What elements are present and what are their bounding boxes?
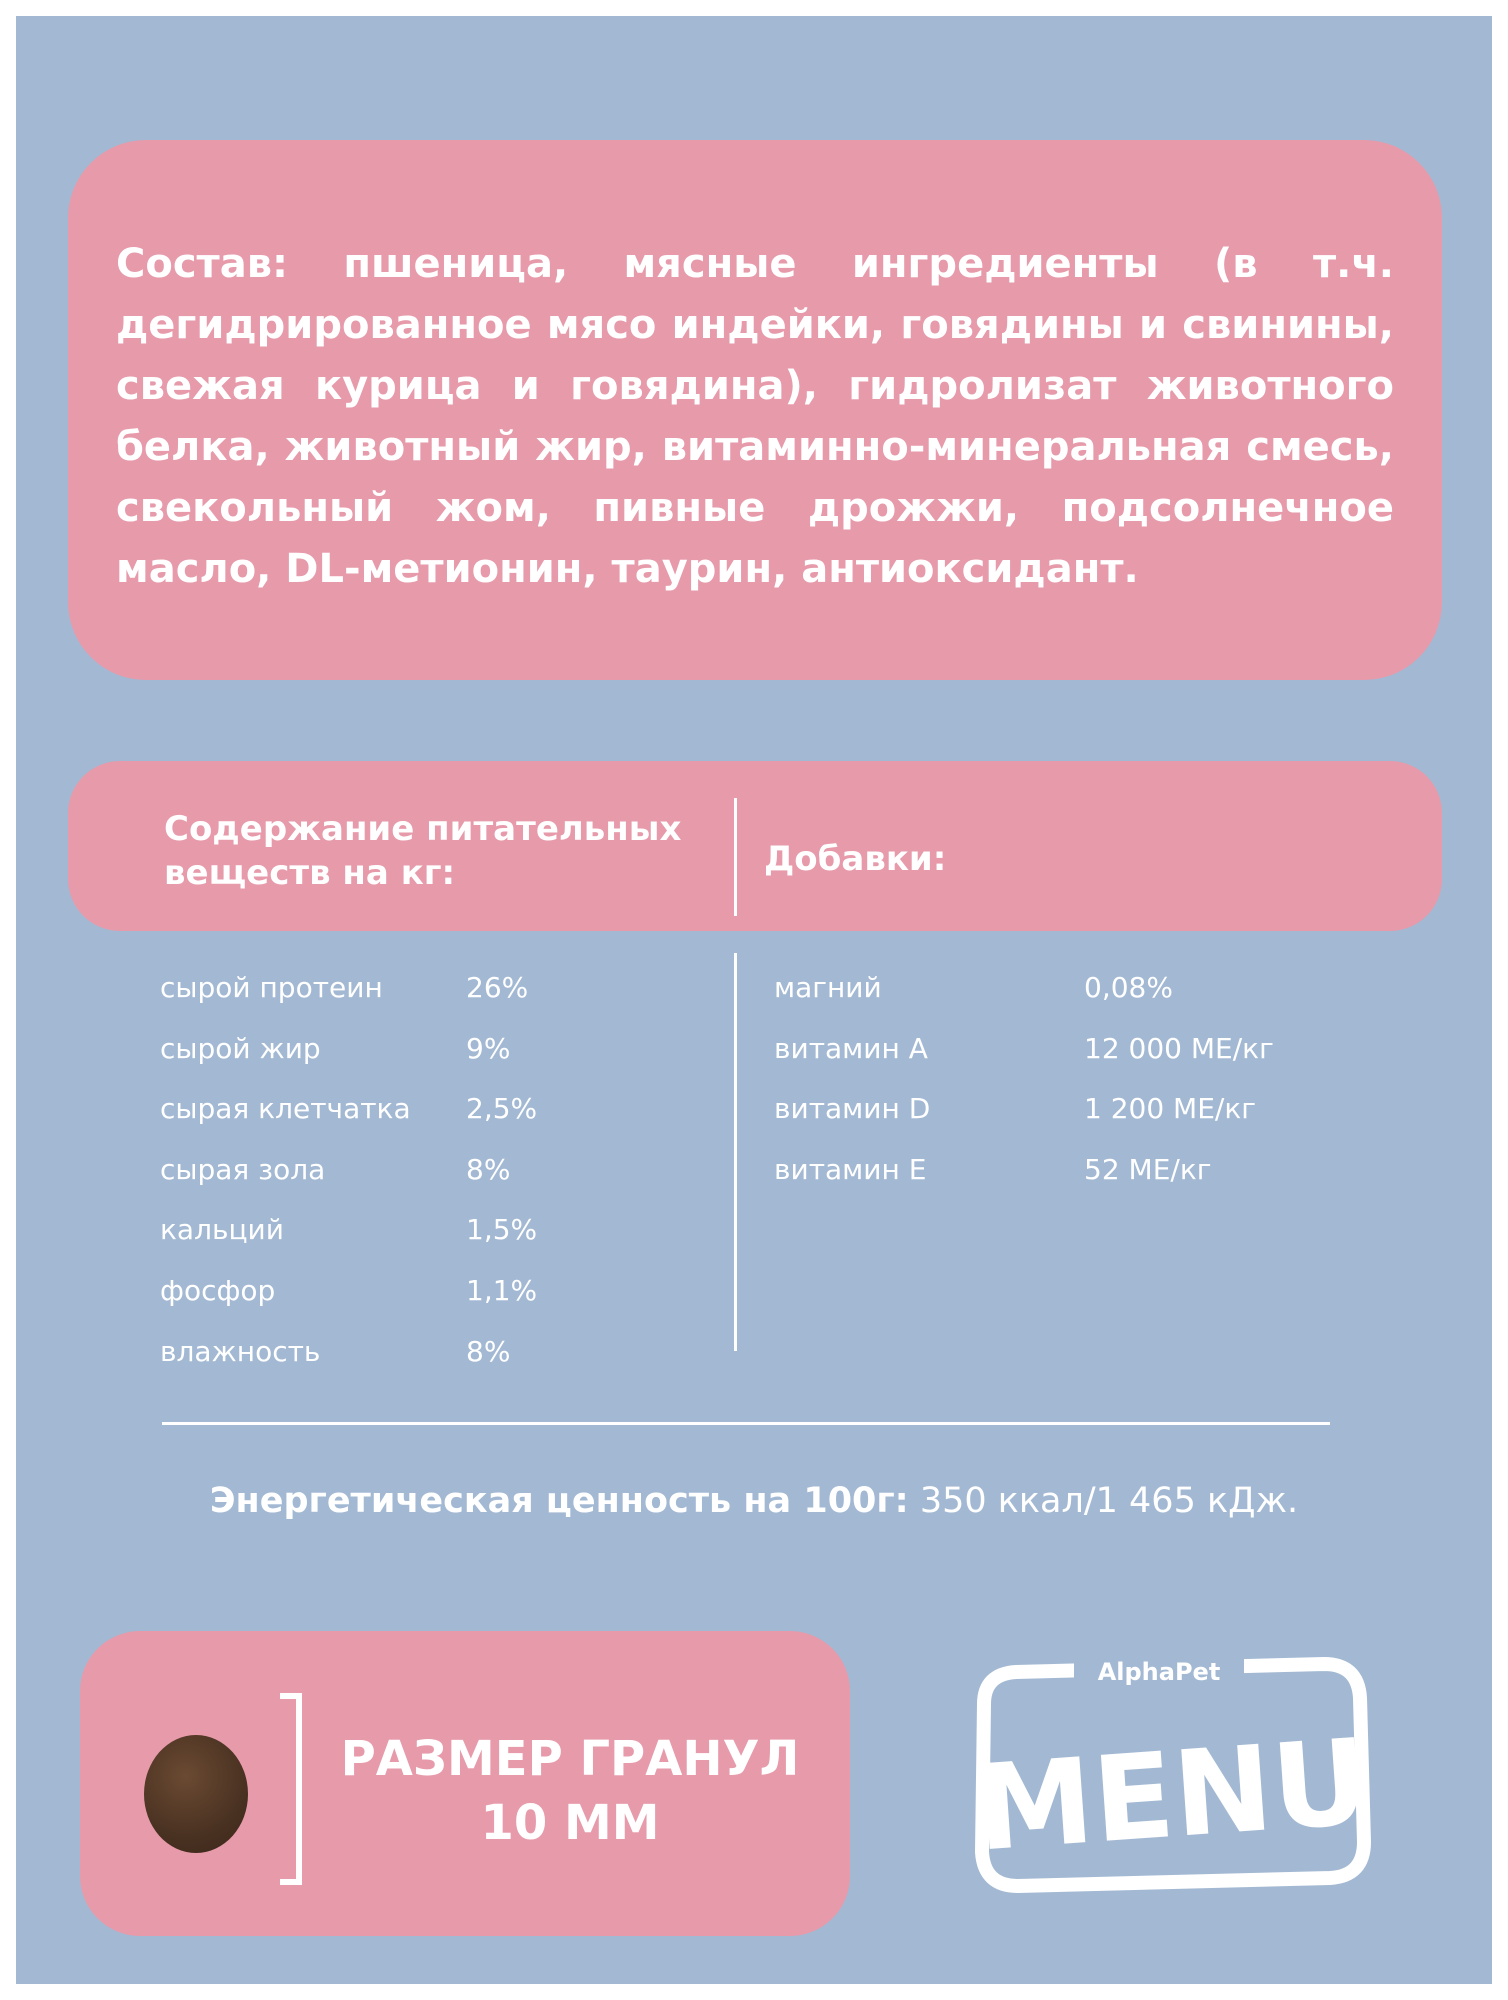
additive-name: витамин Е <box>774 1153 927 1186</box>
energy-value-line: Энергетическая ценность на 100г: 350 кка… <box>16 1476 1492 1526</box>
table-divider <box>734 953 737 1351</box>
nutrient-value: 9% <box>466 1032 511 1065</box>
nutrient-name: кальций <box>160 1213 284 1246</box>
nutrients-heading-line1: Содержание питательных <box>164 809 682 849</box>
table-header-panel: Содержание питательных веществ на кг: До… <box>68 761 1442 931</box>
nutrient-value: 26% <box>466 971 529 1004</box>
additive-value: 0,08% <box>1084 971 1173 1004</box>
granule-size-line2: 10 ММ <box>480 1795 660 1851</box>
additive-value: 12 000 МЕ/кг <box>1084 1032 1274 1065</box>
bracket-icon <box>280 1693 302 1885</box>
nutrient-value: 2,5% <box>466 1092 538 1125</box>
nutrient-value: 8% <box>466 1335 511 1368</box>
nutrient-name: сырой жир <box>160 1032 321 1065</box>
alphapet-menu-logo: AlphaPet MENU <box>971 1648 1373 1893</box>
composition-label: Состав: <box>116 241 289 287</box>
nutrient-name: фосфор <box>160 1274 276 1307</box>
granule-size-line1: РАЗМЕР ГРАНУЛ <box>340 1731 800 1787</box>
logo-word: MENU <box>971 1712 1372 1877</box>
header-divider <box>734 798 737 916</box>
nutrient-name: влажность <box>160 1335 321 1368</box>
additive-name: магний <box>774 971 882 1004</box>
energy-label: Энергетическая ценность на 100г: <box>209 1481 909 1521</box>
nutrients-heading-line2: веществ на кг: <box>164 853 456 893</box>
granule-size-panel: РАЗМЕР ГРАНУЛ 10 ММ <box>80 1631 850 1936</box>
granule-image <box>144 1735 248 1853</box>
composition-ingredients: пшеница, мясные ингредиенты (в т.ч. деги… <box>116 241 1394 592</box>
page: Состав: пшеница, мясные ингредиенты (в т… <box>16 16 1492 1984</box>
section-divider <box>162 1422 1330 1425</box>
additive-value: 1 200 МЕ/кг <box>1084 1092 1256 1125</box>
nutrient-value: 8% <box>466 1153 511 1186</box>
additive-name: витамин А <box>774 1032 928 1065</box>
nutrient-value: 1,1% <box>466 1274 538 1307</box>
granule-size-title: РАЗМЕР ГРАНУЛ 10 ММ <box>320 1727 820 1855</box>
nutrient-name: сырая клетчатка <box>160 1092 411 1125</box>
nutrient-name: сырая зола <box>160 1153 326 1186</box>
additive-value: 52 МЕ/кг <box>1084 1153 1212 1186</box>
additive-name: витамин D <box>774 1092 931 1125</box>
energy-value: 350 ккал/1 465 кДж. <box>919 1481 1299 1521</box>
logo-brand: AlphaPet <box>1098 1658 1221 1686</box>
nutrients-heading: Содержание питательных веществ на кг: <box>164 807 704 895</box>
additives-heading: Добавки: <box>764 839 947 879</box>
nutrient-value: 1,5% <box>466 1213 538 1246</box>
composition-panel: Состав: пшеница, мясные ингредиенты (в т… <box>68 140 1442 680</box>
composition-text: Состав: пшеница, мясные ингредиенты (в т… <box>116 234 1394 600</box>
nutrient-name: сырой протеин <box>160 971 383 1004</box>
